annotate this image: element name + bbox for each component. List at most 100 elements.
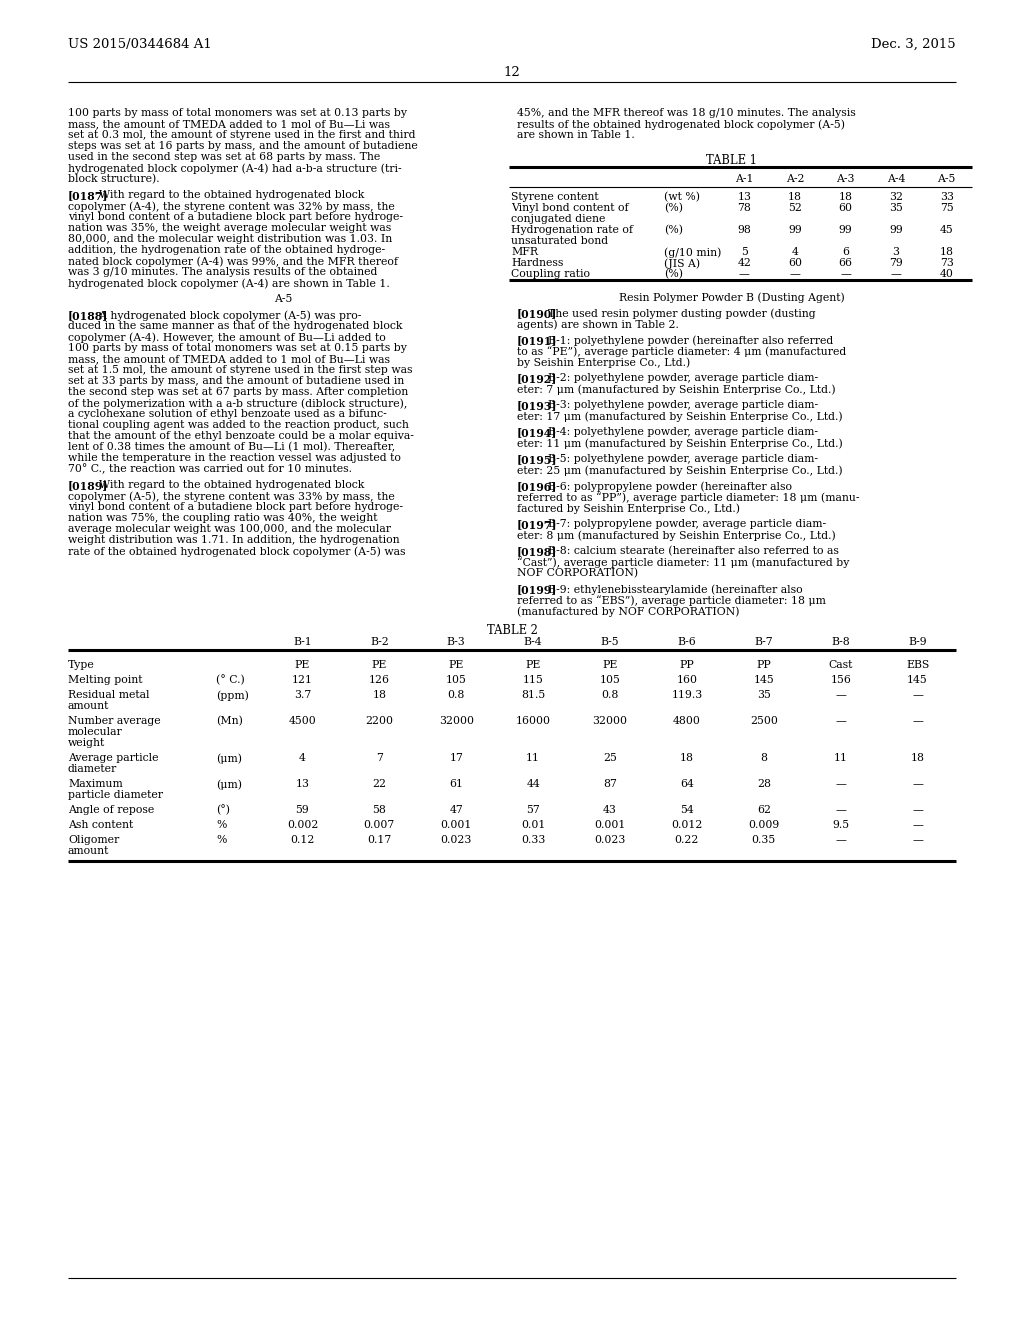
- Text: [0199]: [0199]: [517, 583, 557, 595]
- Text: 18: 18: [680, 752, 694, 763]
- Text: B-4: B-4: [524, 638, 543, 647]
- Text: Number average: Number average: [68, 715, 161, 726]
- Text: amount: amount: [68, 701, 110, 711]
- Text: average molecular weight was 100,000, and the molecular: average molecular weight was 100,000, an…: [68, 524, 391, 535]
- Text: —: —: [836, 805, 846, 814]
- Text: 3.7: 3.7: [294, 690, 311, 700]
- Text: 0.007: 0.007: [364, 820, 395, 830]
- Text: 70° C., the reaction was carried out for 10 minutes.: 70° C., the reaction was carried out for…: [68, 465, 352, 475]
- Text: [0189]: [0189]: [68, 480, 109, 491]
- Text: 28: 28: [757, 779, 771, 789]
- Text: 80,000, and the molecular weight distribution was 1.03. In: 80,000, and the molecular weight distrib…: [68, 234, 392, 244]
- Text: %: %: [216, 820, 226, 830]
- Text: [0188]: [0188]: [68, 310, 109, 321]
- Text: referred to as “PP”), average particle diameter: 18 μm (manu-: referred to as “PP”), average particle d…: [517, 492, 859, 503]
- Text: 0.35: 0.35: [752, 836, 776, 845]
- Text: 0.8: 0.8: [447, 690, 465, 700]
- Text: 0.023: 0.023: [440, 836, 472, 845]
- Text: B-7: polypropylene powder, average particle diam-: B-7: polypropylene powder, average parti…: [542, 519, 826, 529]
- Text: hydrogenated block copolymer (A-4) are shown in Table 1.: hydrogenated block copolymer (A-4) are s…: [68, 279, 390, 289]
- Text: B-3: B-3: [446, 638, 466, 647]
- Text: B-9: B-9: [908, 638, 927, 647]
- Text: PE: PE: [602, 660, 617, 671]
- Text: With regard to the obtained hydrogenated block: With regard to the obtained hydrogenated…: [92, 190, 365, 201]
- Text: MFR: MFR: [511, 247, 538, 257]
- Text: mass, the amount of TMEDA added to 1 mol of Bu—Li was: mass, the amount of TMEDA added to 1 mol…: [68, 119, 390, 129]
- Text: B-9: ethylenebisstearylamide (hereinafter also: B-9: ethylenebisstearylamide (hereinafte…: [542, 583, 803, 594]
- Text: vinyl bond content of a butadiene block part before hydroge-: vinyl bond content of a butadiene block …: [68, 502, 403, 512]
- Text: was 3 g/10 minutes. The analysis results of the obtained: was 3 g/10 minutes. The analysis results…: [68, 267, 378, 277]
- Text: Hardness: Hardness: [511, 257, 563, 268]
- Text: mass, the amount of TMEDA added to 1 mol of Bu—Li was: mass, the amount of TMEDA added to 1 mol…: [68, 354, 390, 364]
- Text: [0194]: [0194]: [517, 426, 557, 438]
- Text: 18: 18: [839, 191, 853, 202]
- Text: 0.8: 0.8: [601, 690, 618, 700]
- Text: 8: 8: [760, 752, 767, 763]
- Text: 145: 145: [754, 675, 774, 685]
- Text: that the amount of the ethyl benzoate could be a molar equiva-: that the amount of the ethyl benzoate co…: [68, 432, 414, 441]
- Text: amount: amount: [68, 846, 110, 855]
- Text: copolymer (A-4), the styrene content was 32% by mass, the: copolymer (A-4), the styrene content was…: [68, 201, 394, 211]
- Text: B-6: B-6: [678, 638, 696, 647]
- Text: Styrene content: Styrene content: [511, 191, 599, 202]
- Text: 57: 57: [526, 805, 540, 814]
- Text: 32: 32: [889, 191, 903, 202]
- Text: 0.002: 0.002: [287, 820, 318, 830]
- Text: weight distribution was 1.71. In addition, the hydrogenation: weight distribution was 1.71. In additio…: [68, 535, 399, 545]
- Text: B-2: B-2: [370, 638, 389, 647]
- Text: 2500: 2500: [750, 715, 777, 726]
- Text: lent of 0.38 times the amount of Bu—Li (1 mol). Thereafter,: lent of 0.38 times the amount of Bu—Li (…: [68, 442, 395, 453]
- Text: 33: 33: [940, 191, 953, 202]
- Text: 35: 35: [757, 690, 771, 700]
- Text: B-2: polyethylene powder, average particle diam-: B-2: polyethylene powder, average partic…: [542, 374, 818, 383]
- Text: Resin Polymer Powder B (Dusting Agent): Resin Polymer Powder B (Dusting Agent): [620, 292, 845, 302]
- Text: Dec. 3, 2015: Dec. 3, 2015: [871, 38, 956, 51]
- Text: hydrogenated block copolymer (A-4) had a-b-a structure (tri-: hydrogenated block copolymer (A-4) had a…: [68, 162, 401, 173]
- Text: With regard to the obtained hydrogenated block: With regard to the obtained hydrogenated…: [92, 480, 365, 490]
- Text: 0.22: 0.22: [675, 836, 699, 845]
- Text: 40: 40: [940, 269, 953, 279]
- Text: Vinyl bond content of: Vinyl bond content of: [511, 203, 629, 213]
- Text: B-1: polyethylene powder (hereinafter also referred: B-1: polyethylene powder (hereinafter al…: [542, 335, 834, 346]
- Text: set at 33 parts by mass, and the amount of butadiene used in: set at 33 parts by mass, and the amount …: [68, 376, 404, 385]
- Text: (° C.): (° C.): [216, 675, 245, 685]
- Text: 17: 17: [450, 752, 463, 763]
- Text: set at 0.3 mol, the amount of styrene used in the first and third: set at 0.3 mol, the amount of styrene us…: [68, 129, 416, 140]
- Text: Oligomer: Oligomer: [68, 836, 119, 845]
- Text: 0.023: 0.023: [594, 836, 626, 845]
- Text: (μm): (μm): [216, 779, 242, 789]
- Text: eter: 7 μm (manufactured by Seishin Enterprise Co., Ltd.): eter: 7 μm (manufactured by Seishin Ente…: [517, 384, 836, 395]
- Text: (g/10 min): (g/10 min): [664, 247, 721, 257]
- Text: —: —: [790, 269, 801, 279]
- Text: set at 1.5 mol, the amount of styrene used in the first step was: set at 1.5 mol, the amount of styrene us…: [68, 366, 413, 375]
- Text: molecular: molecular: [68, 727, 123, 737]
- Text: —: —: [912, 690, 923, 700]
- Text: 60: 60: [839, 203, 853, 213]
- Text: (Mn): (Mn): [216, 715, 243, 726]
- Text: addition, the hydrogenation rate of the obtained hydroge-: addition, the hydrogenation rate of the …: [68, 246, 385, 255]
- Text: are shown in Table 1.: are shown in Table 1.: [517, 129, 635, 140]
- Text: tional coupling agent was added to the reaction product, such: tional coupling agent was added to the r…: [68, 420, 409, 430]
- Text: —: —: [739, 269, 750, 279]
- Text: copolymer (A-4). However, the amount of Bu—Li added to: copolymer (A-4). However, the amount of …: [68, 333, 386, 343]
- Text: PE: PE: [295, 660, 310, 671]
- Text: A-4: A-4: [887, 174, 905, 183]
- Text: 43: 43: [603, 805, 616, 814]
- Text: [0190]: [0190]: [517, 308, 557, 319]
- Text: particle diameter: particle diameter: [68, 789, 163, 800]
- Text: 0.33: 0.33: [521, 836, 546, 845]
- Text: Hydrogenation rate of: Hydrogenation rate of: [511, 224, 633, 235]
- Text: Ash content: Ash content: [68, 820, 133, 830]
- Text: eter: 11 μm (manufactured by Seishin Enterprise Co., Ltd.): eter: 11 μm (manufactured by Seishin Ent…: [517, 438, 843, 449]
- Text: 22: 22: [373, 779, 386, 789]
- Text: eter: 8 μm (manufactured by Seishin Enterprise Co., Ltd.): eter: 8 μm (manufactured by Seishin Ente…: [517, 531, 836, 541]
- Text: 6: 6: [842, 247, 849, 257]
- Text: 119.3: 119.3: [672, 690, 702, 700]
- Text: eter: 17 μm (manufactured by Seishin Enterprise Co., Ltd.): eter: 17 μm (manufactured by Seishin Ent…: [517, 411, 843, 421]
- Text: [0197]: [0197]: [517, 519, 557, 531]
- Text: NOF CORPORATION): NOF CORPORATION): [517, 568, 638, 578]
- Text: B-7: B-7: [755, 638, 773, 647]
- Text: [0193]: [0193]: [517, 400, 557, 411]
- Text: A-3: A-3: [837, 174, 855, 183]
- Text: 100 parts by mass of total monomers was set at 0.15 parts by: 100 parts by mass of total monomers was …: [68, 343, 407, 352]
